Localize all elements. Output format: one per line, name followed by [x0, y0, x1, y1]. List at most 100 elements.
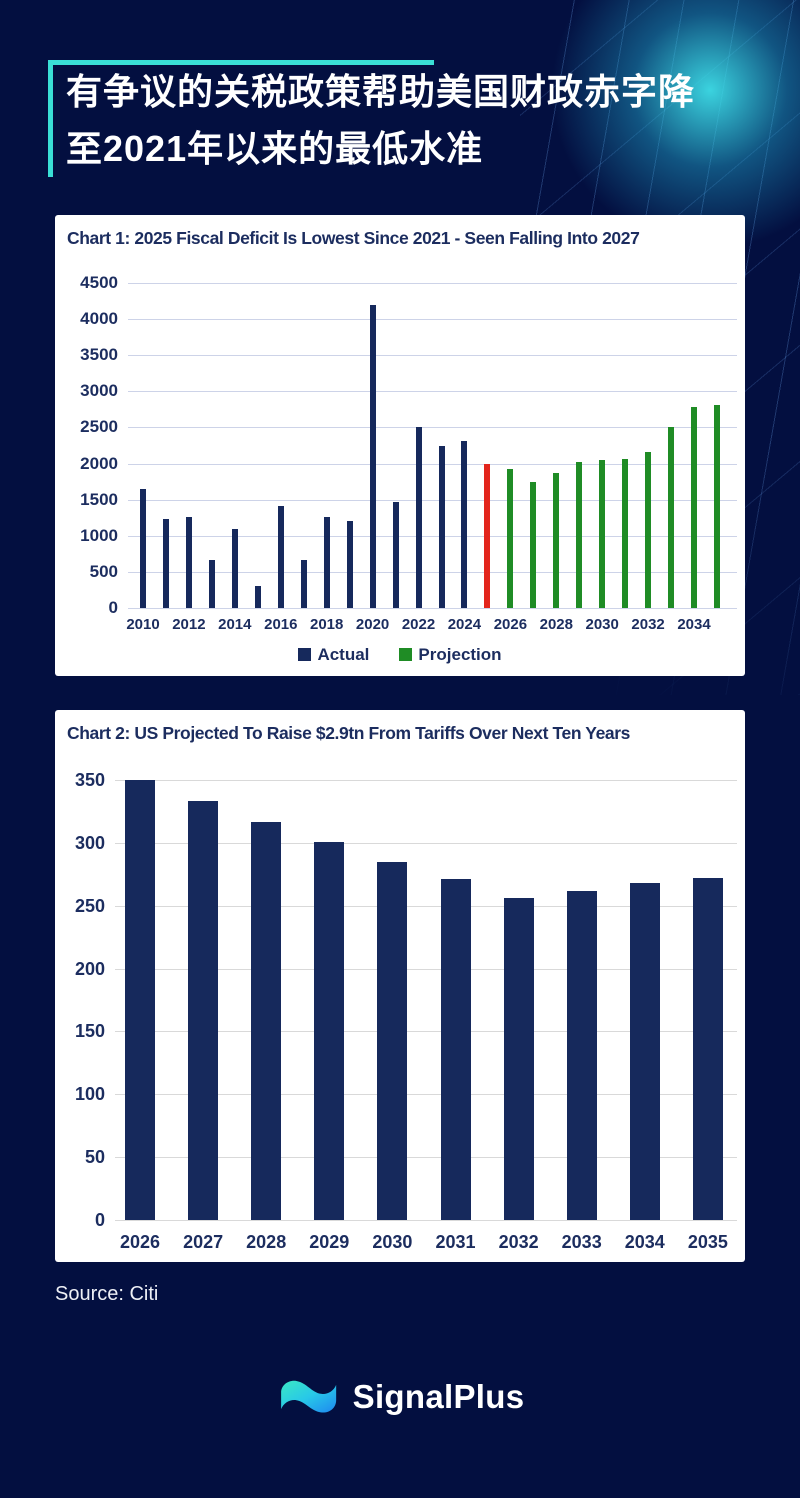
y-axis-label: 1500 [80, 489, 118, 509]
bar-2020 [369, 304, 376, 608]
x-axis-label: 2034 [677, 616, 711, 633]
y-axis-label: 250 [74, 895, 105, 916]
bar-2018 [323, 517, 330, 608]
y-axis-label: 350 [74, 770, 105, 790]
accent-line-top [48, 60, 434, 65]
page-title: 有争议的关税政策帮助美国财政赤字降 至2021年以来的最低水准 [66, 64, 766, 178]
bar-2014 [231, 529, 238, 608]
gridline [115, 905, 737, 907]
gridline [128, 571, 737, 573]
bar-2027 [188, 801, 219, 1220]
y-axis-label: 300 [74, 832, 105, 853]
y-axis-label: 1000 [80, 525, 118, 545]
chart2-panel: Chart 2: US Projected To Raise $2.9tn Fr… [55, 710, 745, 1262]
bar-2029 [314, 841, 345, 1220]
bar-2011 [163, 519, 169, 608]
legend-swatch-projection [399, 648, 413, 661]
chart1-title: Chart 1: 2025 Fiscal Deficit Is Lowest S… [67, 228, 640, 248]
source-caption: Source: Citi [55, 1283, 159, 1305]
bar-2033 [566, 890, 597, 1220]
bar-2019 [346, 521, 353, 608]
x-axis-label: 2029 [309, 1232, 350, 1252]
bar-2027 [530, 482, 537, 608]
gridline [128, 499, 737, 501]
legend-label-projection: Projection [418, 645, 502, 664]
gridline [128, 608, 737, 609]
bar-2022 [415, 426, 422, 608]
x-axis-label: 2010 [126, 616, 160, 633]
bar-2028 [251, 821, 282, 1220]
bar-2031 [440, 879, 471, 1220]
y-axis-label: 100 [74, 1084, 105, 1105]
legend-item-actual: Actual [298, 645, 369, 665]
signalplus-logo-icon [280, 1380, 336, 1413]
gridline [115, 1094, 737, 1096]
y-axis-label: 4500 [80, 273, 118, 292]
accent-line-left [48, 60, 53, 177]
gridline [128, 391, 737, 393]
gridline [128, 463, 737, 465]
gridline [115, 842, 737, 844]
bar-2017 [300, 560, 307, 608]
gridline [128, 427, 737, 429]
bar-2016 [277, 506, 284, 608]
y-axis-label: 50 [84, 1147, 105, 1168]
x-axis-label: 2024 [447, 616, 482, 633]
bar-2023 [438, 445, 445, 608]
x-axis-label: 2026 [119, 1232, 161, 1252]
x-axis-label: 2034 [624, 1232, 665, 1252]
chart1-panel: Chart 1: 2025 Fiscal Deficit Is Lowest S… [55, 215, 745, 676]
gridline [115, 968, 737, 970]
y-axis-label: 2000 [80, 453, 118, 473]
bar-2032 [503, 898, 534, 1220]
gridline [115, 780, 737, 781]
legend-item-projection: Projection [399, 645, 502, 665]
x-axis-label: 2014 [218, 616, 252, 633]
x-axis-label: 2022 [401, 616, 436, 633]
bar-2034 [691, 406, 697, 608]
bar-2030 [377, 861, 408, 1220]
brand-lockup: SignalPlus [0, 1372, 800, 1422]
bar-2031 [622, 459, 629, 608]
gridline [128, 319, 737, 321]
bar-2029 [576, 462, 583, 608]
y-axis-label: 2500 [80, 417, 118, 437]
bar-2012 [185, 517, 192, 608]
y-axis-label: 4000 [80, 309, 118, 329]
bar-2033 [668, 427, 675, 608]
chart1-legend: Actual Projection [55, 645, 745, 665]
legend-swatch-actual [298, 648, 312, 661]
x-axis-label: 2031 [435, 1232, 476, 1252]
bar-2030 [599, 459, 606, 608]
y-axis-label: 3500 [80, 345, 118, 365]
x-axis-label: 2028 [246, 1232, 287, 1252]
y-axis-label: 500 [89, 561, 118, 581]
gridline [128, 283, 737, 284]
bar-2013 [208, 560, 215, 608]
legend-label-actual: Actual [317, 645, 370, 664]
bar-2024 [461, 441, 468, 608]
x-axis-label: 2020 [355, 616, 390, 633]
bar-2026 [507, 468, 514, 608]
gridline [128, 355, 737, 357]
x-axis-label: 2016 [264, 616, 298, 633]
page-title-line2: 至2021年以来的最低水准 [66, 127, 484, 169]
x-axis-label: 2018 [310, 616, 344, 633]
x-axis-label: 2033 [561, 1232, 602, 1252]
bar-2021 [392, 501, 399, 608]
x-axis-label: 2030 [585, 616, 619, 633]
x-axis-label: 2027 [183, 1232, 224, 1252]
chart2-title: Chart 2: US Projected To Raise $2.9tn Fr… [67, 723, 630, 743]
x-axis-label: 2028 [539, 616, 573, 633]
bar-2026 [125, 780, 155, 1220]
y-axis-label: 200 [74, 958, 105, 979]
x-axis-label: 2035 [687, 1232, 728, 1252]
x-axis-label: 2032 [631, 616, 665, 633]
x-axis-label: 2032 [498, 1232, 539, 1252]
x-axis-label: 2026 [493, 616, 528, 633]
gridline [128, 535, 737, 537]
bar-2032 [645, 452, 652, 608]
bar-2035 [692, 878, 723, 1220]
y-axis-label: 0 [94, 1210, 105, 1230]
